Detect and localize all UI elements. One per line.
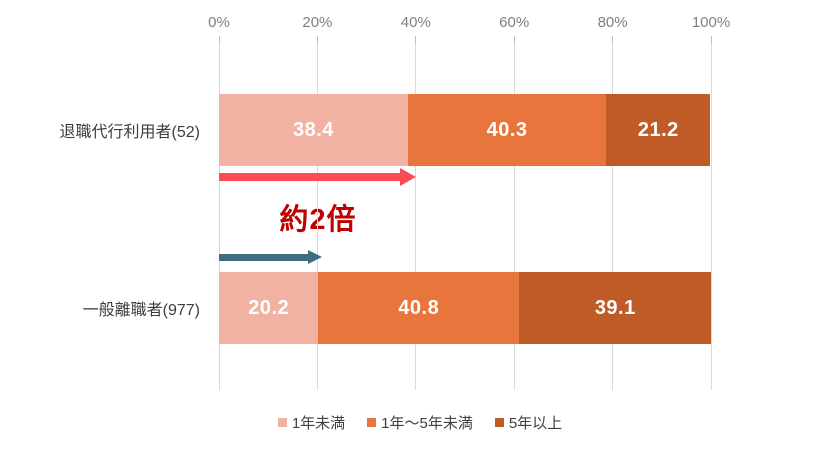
- category-label: 退職代行利用者(52): [59, 124, 200, 141]
- data-label: 40.8: [398, 296, 440, 319]
- bar-row: 20.2 40.8 39.1: [219, 272, 712, 344]
- data-label: 21.2: [637, 118, 679, 141]
- comparison-arrow-bottom: [219, 250, 323, 265]
- bar-segment: 39.1: [519, 272, 712, 344]
- legend-marker: [367, 418, 377, 427]
- comparison-arrow-top: [219, 168, 416, 186]
- axis-tick-label: 40%: [400, 14, 431, 31]
- arrow-head: [399, 168, 416, 186]
- arrow-head: [308, 250, 323, 264]
- legend-item: 1年〜5年未満: [367, 412, 473, 433]
- axis-tick: [710, 36, 712, 44]
- bar-segment: 38.4: [219, 94, 408, 166]
- gridline: [218, 44, 220, 390]
- ratio-annotation: 約2倍: [279, 204, 357, 236]
- axis-tick: [612, 36, 614, 44]
- legend-item: 1年未満: [277, 412, 346, 433]
- axis-tick-label: 20%: [302, 14, 333, 31]
- bar-segment: 40.8: [318, 272, 520, 344]
- gridline: [415, 44, 417, 390]
- bar-row: 38.4 40.3 21.2: [219, 94, 711, 166]
- bar-segment: 20.2: [219, 272, 319, 344]
- axis-tick-label: 100%: [691, 14, 731, 31]
- arrow-shaft: [219, 173, 400, 181]
- axis-tick-label: 0%: [208, 14, 230, 31]
- bar-segment: 21.2: [606, 94, 711, 166]
- gridline: [513, 44, 515, 390]
- axis-tick: [415, 36, 417, 44]
- axis-tick-label: 80%: [597, 14, 628, 31]
- data-label: 40.3: [486, 118, 528, 141]
- data-label: 39.1: [594, 296, 636, 319]
- data-label: 20.2: [248, 296, 290, 319]
- category-label: 一般離職者(977): [82, 302, 200, 319]
- gridline: [316, 44, 318, 390]
- legend-label: 1年未満: [291, 415, 346, 432]
- axis-tick: [218, 36, 220, 44]
- gridline: [710, 44, 712, 390]
- arrow-shaft: [219, 254, 309, 261]
- legend: 1年未満 1年〜5年未満 5年以上: [0, 412, 840, 433]
- legend-item: 5年以上: [494, 412, 563, 433]
- legend-label: 5年以上: [508, 415, 563, 432]
- data-label: 38.4: [292, 118, 334, 141]
- legend-marker: [277, 418, 287, 427]
- bar-segment: 40.3: [407, 94, 607, 166]
- legend-marker: [494, 418, 504, 427]
- gridline: [612, 44, 614, 390]
- axis-tick-label: 60%: [499, 14, 530, 31]
- legend-label: 1年〜5年未満: [381, 415, 473, 432]
- axis-tick: [316, 36, 318, 44]
- axis-tick: [513, 36, 515, 44]
